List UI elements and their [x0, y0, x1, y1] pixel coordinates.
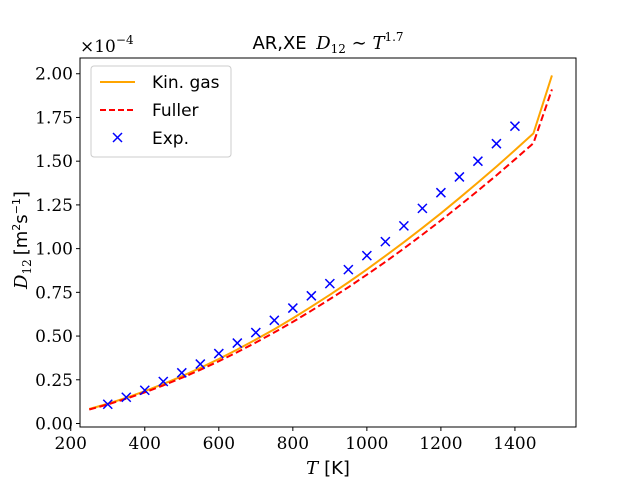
- series-line-kin-gas: [88, 75, 553, 410]
- data-point-exp: [454, 171, 465, 182]
- marker-stroke: [158, 376, 169, 387]
- data-point-exp: [398, 220, 409, 231]
- data-point-exp: [306, 290, 317, 301]
- marker-stroke: [102, 399, 113, 410]
- x-tick-label: 1000: [345, 434, 388, 454]
- chart-title: AR,XE D12 ∼ T1.7: [252, 30, 403, 56]
- y-axis-offset-text: ×10−4: [80, 33, 134, 57]
- legend-frame: [90, 65, 232, 158]
- marker-stroke: [139, 385, 150, 396]
- y-tick-label: 1.50: [35, 152, 73, 172]
- legend-label-kin-gas: Kin. gas: [152, 73, 220, 93]
- data-point-exp: [380, 236, 391, 247]
- series-line-fuller: [88, 89, 553, 411]
- marker-stroke: [343, 264, 354, 275]
- x-tick-label: 1200: [419, 434, 462, 454]
- y-tick-label: 1.00: [35, 240, 73, 260]
- x-axis-label: T [K]: [306, 458, 350, 479]
- data-point-exp: [176, 367, 187, 378]
- marker-stroke: [306, 290, 317, 301]
- y-tick-label: 0.00: [35, 415, 73, 435]
- x-tick-label: 400: [129, 434, 161, 454]
- x-tick-label: 600: [203, 434, 235, 454]
- y-tick-label: 0.50: [35, 327, 73, 347]
- marker-stroke: [195, 359, 206, 370]
- marker-stroke: [287, 303, 298, 314]
- axis-ticks: 200 400 600 800 1000 1200 1400 0.00 0.25 0.50 0.75…: [35, 65, 536, 454]
- axes-frame: [79, 57, 577, 428]
- y-axis-label: D12[m2s−1]: [10, 191, 34, 290]
- data-point-exp: [472, 156, 483, 167]
- data-point-exp: [491, 138, 502, 149]
- y-tick-label: 1.25: [35, 196, 73, 216]
- data-point-exp: [435, 187, 446, 198]
- data-point-exp: [287, 303, 298, 314]
- data-point-exp: [509, 121, 520, 132]
- marker-stroke: [435, 187, 446, 198]
- plot-area: [88, 75, 553, 411]
- marker-stroke: [398, 220, 409, 231]
- data-point-exp: [232, 338, 243, 349]
- data-point-exp: [195, 359, 206, 370]
- y-tick-label: 0.25: [35, 371, 73, 391]
- data-point-exp: [343, 264, 354, 275]
- data-point-exp: [121, 392, 132, 403]
- marker-stroke: [232, 338, 243, 349]
- data-point-exp: [250, 327, 261, 338]
- marker-stroke: [213, 348, 224, 359]
- x-tick-label: 200: [55, 434, 87, 454]
- marker-stroke: [417, 203, 428, 214]
- marker-stroke: [509, 121, 520, 132]
- marker-stroke: [176, 367, 187, 378]
- legend-label-fuller: Fuller: [152, 101, 199, 121]
- data-point-exp: [417, 203, 428, 214]
- data-point-exp: [102, 399, 113, 410]
- marker-stroke: [250, 327, 261, 338]
- data-point-exp: [269, 315, 280, 326]
- marker-stroke: [324, 278, 335, 289]
- legend-label-exp: Exp.: [152, 129, 189, 149]
- data-point-exp: [158, 376, 169, 387]
- marker-stroke: [269, 315, 280, 326]
- data-point-exp: [213, 348, 224, 359]
- data-point-exp: [324, 278, 335, 289]
- x-tick-label: 800: [277, 434, 309, 454]
- marker-stroke: [491, 138, 502, 149]
- marker-stroke: [380, 236, 391, 247]
- legend-swatch-exp: [112, 132, 123, 143]
- legend: Kin. gas Fuller Exp.: [90, 65, 232, 158]
- marker-stroke: [454, 171, 465, 182]
- marker-stroke: [472, 156, 483, 167]
- x-tick-label: 1400: [493, 434, 536, 454]
- data-point-exp: [139, 385, 150, 396]
- y-tick-label: 0.75: [35, 283, 73, 303]
- y-tick-label: 1.75: [35, 108, 73, 128]
- y-tick-label: 2.00: [35, 65, 73, 85]
- data-point-exp: [361, 250, 372, 261]
- marker-stroke: [361, 250, 372, 261]
- marker-stroke: [121, 392, 132, 403]
